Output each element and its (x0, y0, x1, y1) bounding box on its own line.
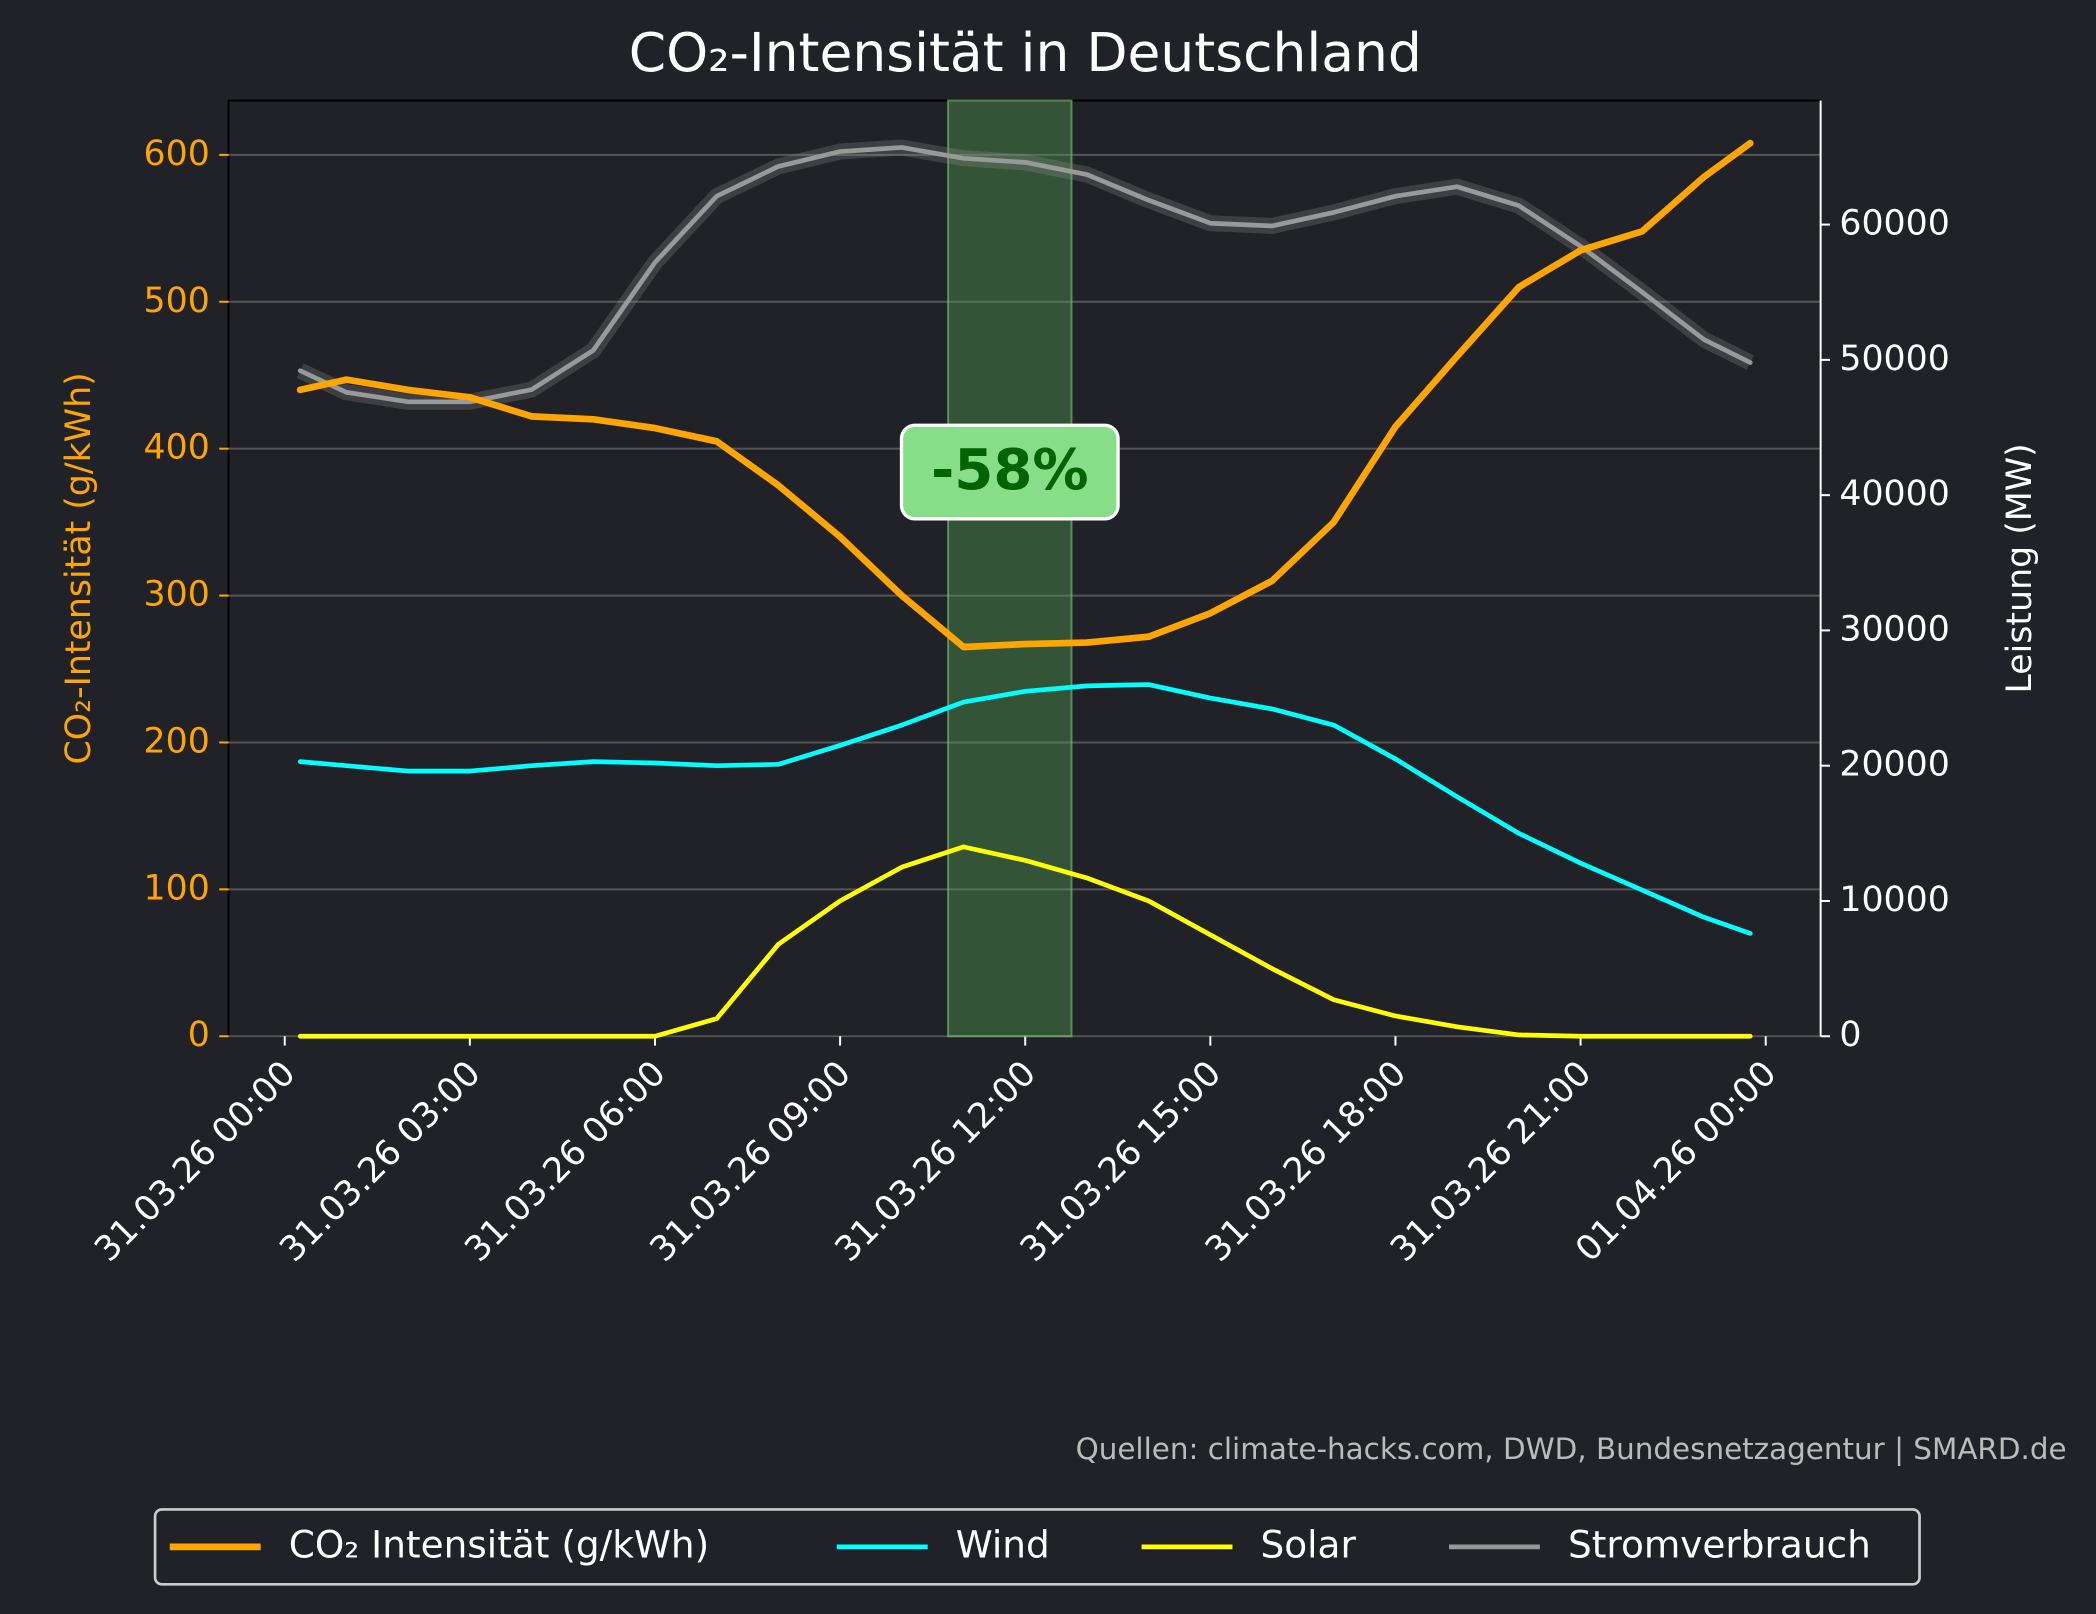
y2-tick-label: 10000 (1839, 880, 1950, 920)
legend-label: Wind (956, 1522, 1050, 1566)
legend-label: CO₂ Intensität (g/kWh) (289, 1522, 710, 1566)
legend-label: Solar (1261, 1522, 1357, 1566)
y2-tick-label: 0 (1839, 1015, 1861, 1055)
y-axis-label: CO₂-Intensität (g/kWh) (59, 372, 99, 764)
y-tick-label: 400 (144, 428, 210, 468)
y2-tick-label: 50000 (1839, 339, 1950, 379)
series-line (297, 682, 1753, 936)
y-tick-label: 300 (144, 575, 210, 615)
source-note: Quellen: climate-hacks.com, DWD, Bundesn… (1076, 1432, 2067, 1467)
legend-box (153, 1508, 1921, 1586)
y-tick-label: 600 (144, 134, 210, 174)
chart-title: CO₂-Intensität in Deutschland (629, 21, 1422, 84)
y2-tick-label: 40000 (1839, 474, 1950, 514)
y2-tick-label: 20000 (1839, 745, 1950, 785)
y-tick-label: 0 (188, 1015, 210, 1055)
legend-label: Stromverbrauch (1568, 1522, 1871, 1566)
y-tick-label: 200 (144, 721, 210, 761)
series-line (296, 139, 1754, 651)
legend: CO₂ Intensität (g/kWh) Wind Solar Stromverb… (153, 1508, 1921, 1586)
annotation-text: -58% (931, 438, 1089, 503)
highlight-span (947, 99, 1073, 1038)
series-line (297, 844, 1753, 1039)
y-tick-label: 500 (144, 281, 210, 321)
y2-tick-label: 60000 (1839, 204, 1950, 244)
y-tick-label: 100 (144, 868, 210, 908)
y2-axis-label: Leistung (MW) (2000, 443, 2040, 693)
annotation-box (899, 423, 1120, 521)
y2-tick-label: 30000 (1839, 609, 1950, 649)
plot-background (227, 99, 1822, 1038)
series-line (297, 145, 1753, 405)
